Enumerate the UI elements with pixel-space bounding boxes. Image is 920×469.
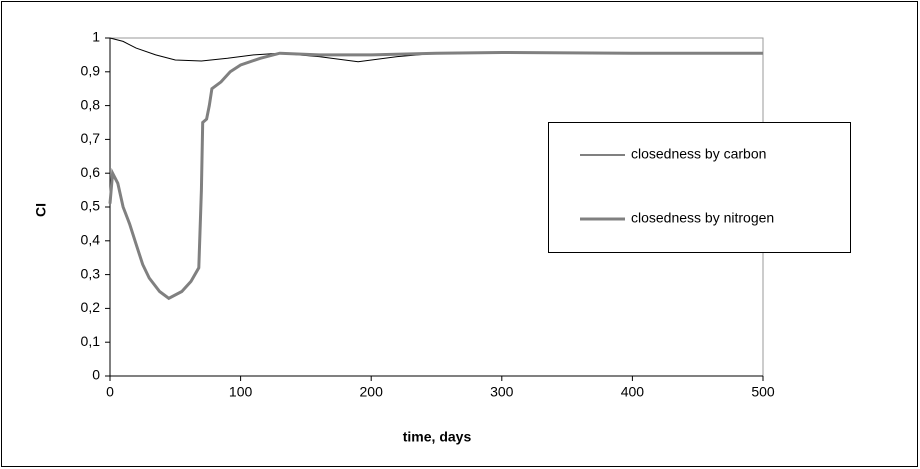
data-line (108, 50, 763, 301)
y-tick-label: 0,2 (81, 299, 101, 315)
y-tick-label: 0,7 (81, 130, 101, 146)
x-tick-label: 200 (360, 384, 384, 400)
y-tick-label: 0,3 (81, 265, 101, 281)
y-axis-title: CI (33, 203, 49, 217)
y-tick-label: 0,6 (81, 164, 101, 180)
y-tick-label: 0,4 (81, 232, 101, 248)
x-tick-label: 0 (106, 384, 114, 400)
legend (548, 122, 851, 253)
legend-label: closedness by carbon (631, 146, 766, 162)
y-tick-label: 0,9 (81, 63, 101, 79)
y-tick-label: 0,8 (81, 96, 101, 112)
x-tick-label: 500 (751, 384, 775, 400)
x-tick-label: 300 (490, 384, 514, 400)
x-axis-title: time, days (403, 429, 472, 445)
y-tick-label: 1 (92, 29, 100, 45)
legend-label: closedness by nitrogen (631, 210, 774, 226)
x-tick-label: 100 (229, 384, 253, 400)
y-tick-label: 0 (92, 367, 100, 383)
x-tick-label: 400 (621, 384, 645, 400)
y-tick-label: 0,1 (81, 333, 101, 349)
y-tick-label: 0,5 (81, 198, 101, 214)
